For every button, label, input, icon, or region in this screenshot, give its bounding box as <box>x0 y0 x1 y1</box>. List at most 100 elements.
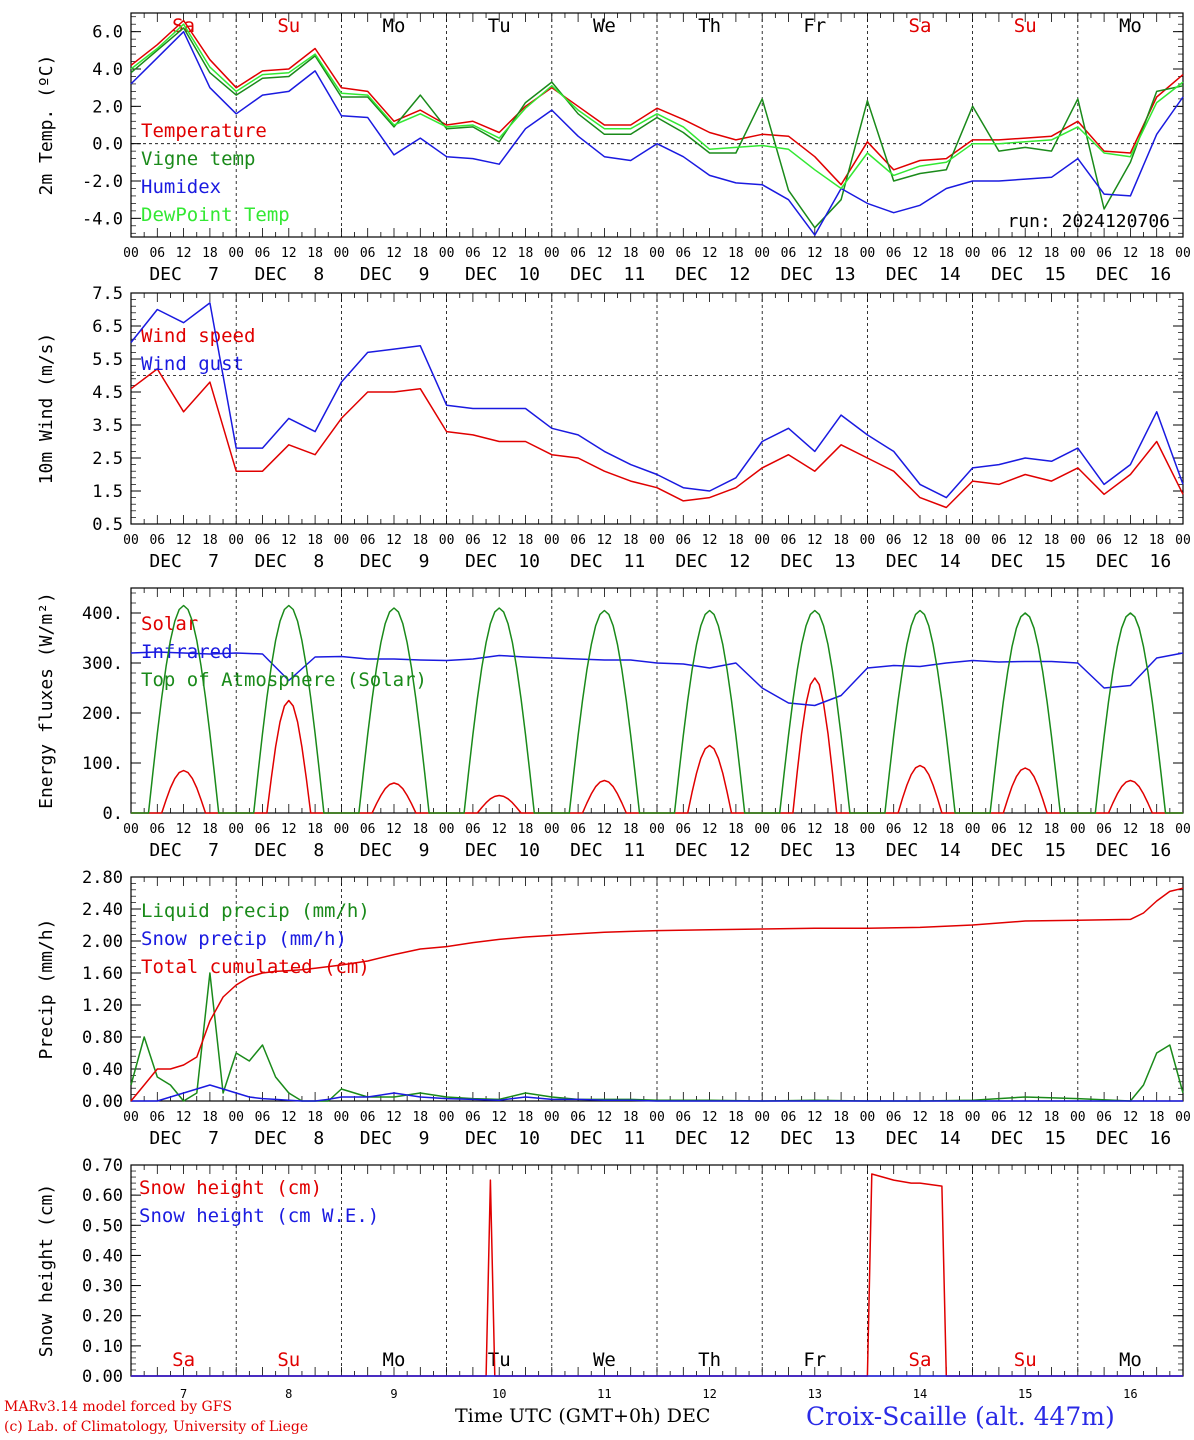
date-month-label: DEC <box>570 551 603 572</box>
hour-tick-label: 12 <box>386 1110 402 1125</box>
legend-entry: DewPoint Temp <box>141 204 290 226</box>
hour-tick-label: 00 <box>1175 1110 1191 1125</box>
date-month-label: DEC <box>991 1128 1024 1149</box>
date-month-label: DEC <box>360 551 393 572</box>
date-month-label: DEC <box>149 1128 182 1149</box>
hour-tick-label: 06 <box>360 1110 376 1125</box>
y-tick-label: 0.5 <box>92 515 123 535</box>
legend-entry: Total cumulated (cm) <box>141 956 370 978</box>
hour-tick-label: 00 <box>754 1110 770 1125</box>
date-month-label: DEC <box>991 551 1024 572</box>
hour-tick-label: 18 <box>518 246 534 261</box>
hour-tick-label: 18 <box>938 822 954 837</box>
hour-tick-label: 12 <box>597 1110 613 1125</box>
series-line-red <box>131 1173 1183 1377</box>
hour-tick-label: 00 <box>860 822 876 837</box>
hour-tick-label: 00 <box>334 822 350 837</box>
y-tick-label: 0.40 <box>82 1060 123 1080</box>
y-tick-label: 0. <box>103 804 123 824</box>
hour-tick-label: 06 <box>675 1110 691 1125</box>
hour-tick-label: 00 <box>123 1110 139 1125</box>
hour-tick-label: 12 <box>702 822 718 837</box>
date-month-label: DEC <box>675 264 708 285</box>
date-day-label: 12 <box>729 551 751 572</box>
hour-tick-label: 18 <box>202 246 218 261</box>
date-month-label: DEC <box>255 840 288 861</box>
date-month-label: DEC <box>1096 840 1129 861</box>
weekday-label: Su <box>277 15 300 37</box>
hour-tick-label: 00 <box>1175 533 1191 548</box>
hour-tick-label: 12 <box>1017 533 1033 548</box>
weekday-label: Su <box>277 1349 300 1371</box>
hour-tick-label: 12 <box>597 246 613 261</box>
hour-tick-label: 06 <box>255 533 271 548</box>
date-month-label: DEC <box>675 551 708 572</box>
hour-tick-label: 00 <box>228 822 244 837</box>
hour-tick-label: 06 <box>1096 246 1112 261</box>
date-day-label: 16 <box>1150 264 1172 285</box>
hour-tick-label: 12 <box>597 533 613 548</box>
hour-tick-label: 12 <box>1123 822 1139 837</box>
hour-tick-label: 12 <box>386 246 402 261</box>
date-month-label: DEC <box>991 264 1024 285</box>
date-day-label: 15 <box>1044 840 1066 861</box>
y-tick-label: 2.5 <box>92 449 123 469</box>
legend-entry: Snow height (cm) <box>139 1177 322 1199</box>
y-tick-label: 400. <box>82 604 123 624</box>
date-month-label: DEC <box>781 264 814 285</box>
hour-tick-label: 12 <box>1123 1110 1139 1125</box>
station-name: Croix-Scaille (alt. 447m) <box>806 1402 1115 1431</box>
hour-tick-label: 00 <box>649 822 665 837</box>
hour-tick-label: 18 <box>833 533 849 548</box>
date-day-label: 10 <box>518 840 540 861</box>
series-line-green <box>131 604 1183 814</box>
date-month-label: DEC <box>570 1128 603 1149</box>
hour-tick-label: 18 <box>307 1110 323 1125</box>
date-day-label: 15 <box>1044 551 1066 572</box>
legend-entry: Wind gust <box>141 353 244 375</box>
hour-tick-label: 18 <box>1149 246 1165 261</box>
hour-tick-label: 00 <box>860 1110 876 1125</box>
weekday-label: We <box>593 15 616 37</box>
weekday-label: Su <box>1014 15 1037 37</box>
hour-tick-label: 06 <box>781 1110 797 1125</box>
date-month-label: DEC <box>1096 551 1129 572</box>
series-line-blue <box>130 30 1184 236</box>
weekday-label: Fr <box>803 1349 826 1371</box>
series-line-green <box>130 27 1184 229</box>
weekday-label: Sa <box>909 15 932 37</box>
hour-tick-label: 06 <box>465 822 481 837</box>
hour-tick-label: 00 <box>544 533 560 548</box>
date-month-label: DEC <box>149 840 182 861</box>
weekday-label: Sa <box>172 15 195 37</box>
legend-entry: Snow precip (mm/h) <box>141 928 347 950</box>
hour-tick-label: 12 <box>807 533 823 548</box>
y-axis-label: Snow height (cm) <box>36 1184 57 1357</box>
hour-tick-label: 06 <box>255 246 271 261</box>
hour-tick-label: 06 <box>570 246 586 261</box>
hour-tick-label: 12 <box>1017 246 1033 261</box>
date-month-label: DEC <box>360 264 393 285</box>
hour-tick-label: 06 <box>149 246 165 261</box>
hour-tick-label: 06 <box>1096 822 1112 837</box>
hour-tick-label: 18 <box>1149 533 1165 548</box>
hour-tick-label: 18 <box>1044 822 1060 837</box>
hour-tick-label: 00 <box>860 246 876 261</box>
date-day-label: 11 <box>624 1128 646 1149</box>
hour-tick-label: 12 <box>807 246 823 261</box>
copyright-credit: (c) Lab. of Climatology, University of L… <box>4 1419 309 1435</box>
hour-tick-label: 12 <box>807 822 823 837</box>
hour-tick-label: 06 <box>360 822 376 837</box>
hour-tick-label: 18 <box>938 533 954 548</box>
date-day-label: 10 <box>518 264 540 285</box>
date-day-label: 8 <box>313 551 324 572</box>
series-line-blue <box>130 302 1184 499</box>
hour-tick-label: 00 <box>965 822 981 837</box>
hour-tick-label: 12 <box>176 246 192 261</box>
hour-tick-label: 00 <box>649 533 665 548</box>
hour-tick-label: 06 <box>675 822 691 837</box>
hour-tick-label: 06 <box>570 1110 586 1125</box>
hour-tick-label: 06 <box>360 533 376 548</box>
hour-tick-label: 00 <box>439 822 455 837</box>
